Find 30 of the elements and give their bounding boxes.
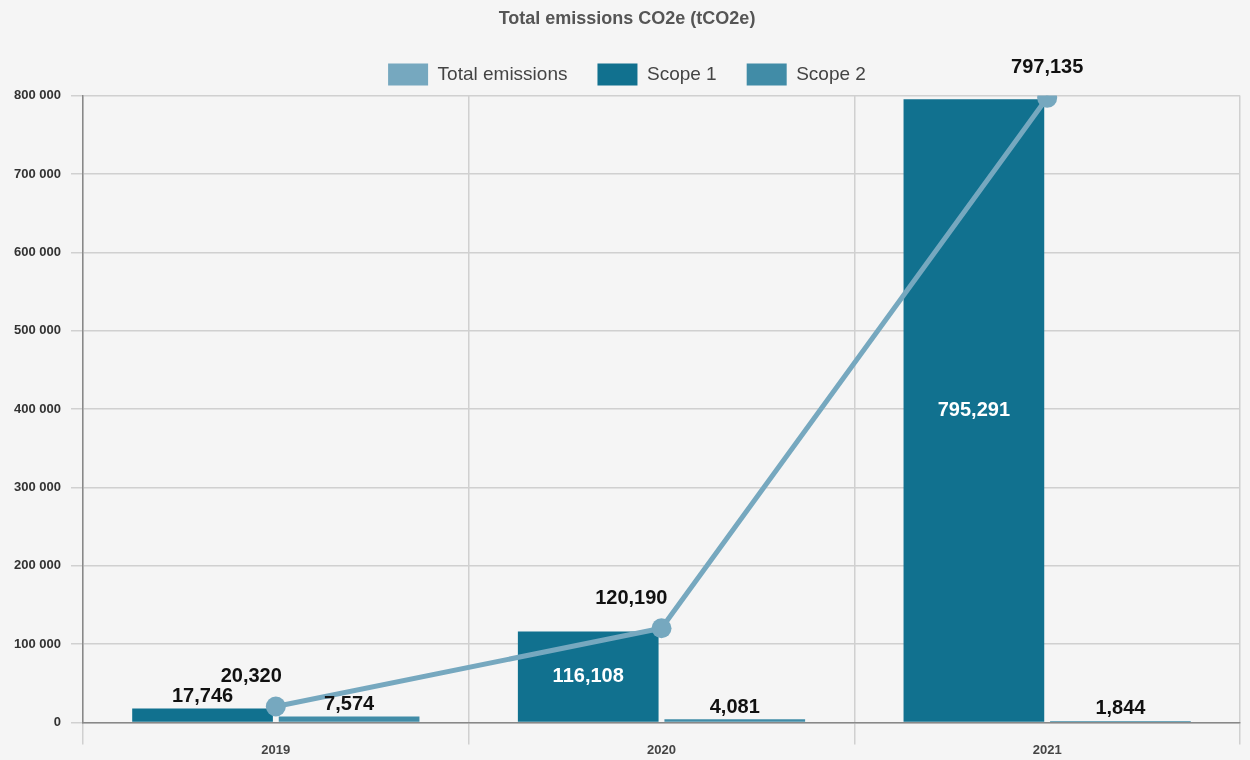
y-tick-label: 600 000 <box>13 243 61 259</box>
y-tick-label: 0 <box>53 713 61 729</box>
y-tick-label: 500 000 <box>13 322 61 338</box>
legend-label: Scope 2 <box>796 62 866 84</box>
bar <box>517 631 659 722</box>
y-tick-label: 100 000 <box>13 635 61 651</box>
data-label: 797,135 <box>1011 55 1084 78</box>
y-tick-label: 200 000 <box>13 557 61 573</box>
bar <box>903 99 1045 722</box>
x-tick-label: 2021 <box>1032 741 1062 757</box>
data-label: 17,746 <box>171 684 234 707</box>
x-tick-label: 2020 <box>647 741 676 757</box>
y-tick-label: 400 000 <box>13 400 61 416</box>
bar <box>664 719 806 722</box>
legend-label: Scope 1 <box>646 62 717 84</box>
data-label: 7,574 <box>324 691 375 714</box>
legend-label: Total emissions <box>437 62 568 84</box>
data-label: 20,320 <box>220 663 282 686</box>
chart-title: Total emissions CO2e (tCO2e) <box>498 7 756 28</box>
y-tick-label: 300 000 <box>13 478 61 494</box>
data-label: 795,291 <box>937 397 1011 420</box>
data-label: 120,190 <box>595 585 668 608</box>
y-tick-label: 700 000 <box>13 165 61 181</box>
x-tick-label: 2019 <box>261 741 291 757</box>
data-label: 1,844 <box>1095 696 1147 719</box>
bar <box>132 708 273 722</box>
data-label: 4,081 <box>709 694 760 717</box>
data-label: 116,108 <box>552 664 624 687</box>
y-tick-label: 800 000 <box>13 87 61 103</box>
bar <box>278 716 420 722</box>
